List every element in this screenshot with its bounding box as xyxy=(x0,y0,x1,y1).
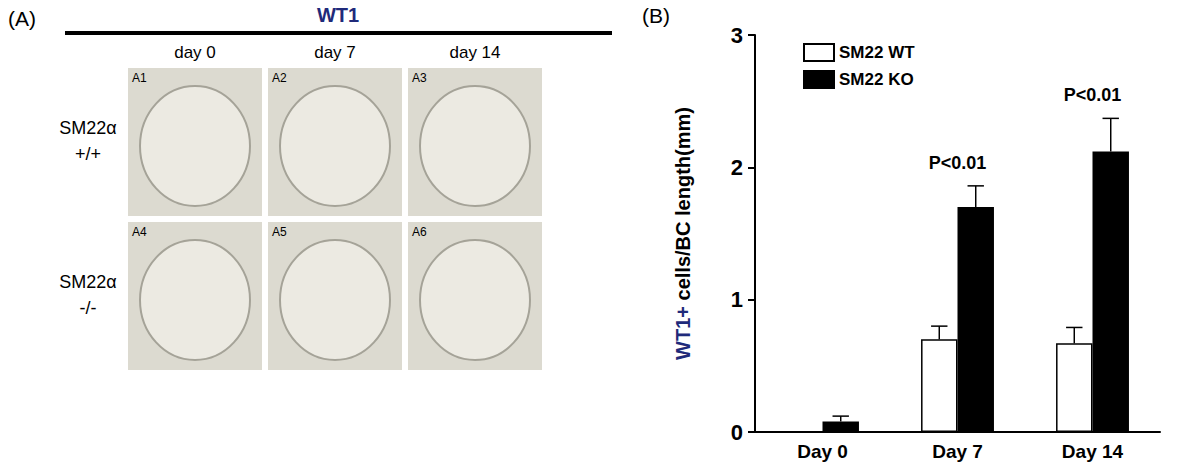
svg-text:Day 0: Day 0 xyxy=(797,441,848,462)
svg-text:cells/BC length(mm): cells/BC length(mm) xyxy=(672,107,694,306)
svg-text:A5: A5 xyxy=(272,225,287,239)
svg-text:1: 1 xyxy=(731,287,743,312)
svg-text:0: 0 xyxy=(731,420,743,445)
svg-text:day 0: day 0 xyxy=(174,43,216,62)
svg-text:-/-: -/- xyxy=(80,298,97,318)
svg-text:A3: A3 xyxy=(412,71,427,85)
svg-text:A2: A2 xyxy=(272,71,287,85)
svg-text:P<0.01: P<0.01 xyxy=(1064,85,1122,105)
svg-text:WT1+: WT1+ xyxy=(672,306,694,360)
svg-text:day 14: day 14 xyxy=(449,43,500,62)
svg-text:WT1: WT1 xyxy=(317,4,359,26)
svg-text:SM22α: SM22α xyxy=(59,272,116,292)
svg-text:(A): (A) xyxy=(8,7,36,30)
svg-text:Day 14: Day 14 xyxy=(1062,441,1124,462)
svg-text:SM22α: SM22α xyxy=(59,118,116,138)
svg-text:A1: A1 xyxy=(132,71,147,85)
svg-text:+/+: +/+ xyxy=(75,144,101,164)
svg-text:A4: A4 xyxy=(132,225,147,239)
svg-text:day 7: day 7 xyxy=(314,43,356,62)
svg-text:SM22 WT: SM22 WT xyxy=(839,43,915,62)
svg-text:A6: A6 xyxy=(412,225,427,239)
svg-text:SM22 KO: SM22 KO xyxy=(839,70,914,89)
svg-text:2: 2 xyxy=(731,155,743,180)
html-text:(B): (B) xyxy=(642,4,670,27)
svg-text:P<0.01: P<0.01 xyxy=(929,153,987,173)
svg-text:Day 7: Day 7 xyxy=(932,441,983,462)
svg-text:3: 3 xyxy=(731,23,743,48)
